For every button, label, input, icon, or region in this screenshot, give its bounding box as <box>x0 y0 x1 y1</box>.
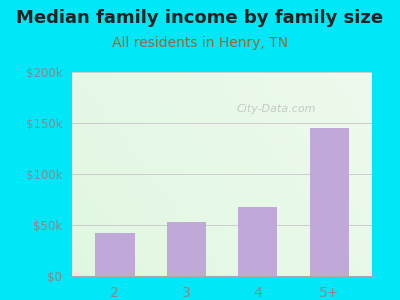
Text: Median family income by family size: Median family income by family size <box>16 9 384 27</box>
Bar <box>167 222 206 276</box>
Text: All residents in Henry, TN: All residents in Henry, TN <box>112 36 288 50</box>
Bar <box>238 207 277 276</box>
Text: City-Data.com: City-Data.com <box>236 104 316 114</box>
Bar <box>95 233 134 276</box>
Bar <box>310 128 349 276</box>
